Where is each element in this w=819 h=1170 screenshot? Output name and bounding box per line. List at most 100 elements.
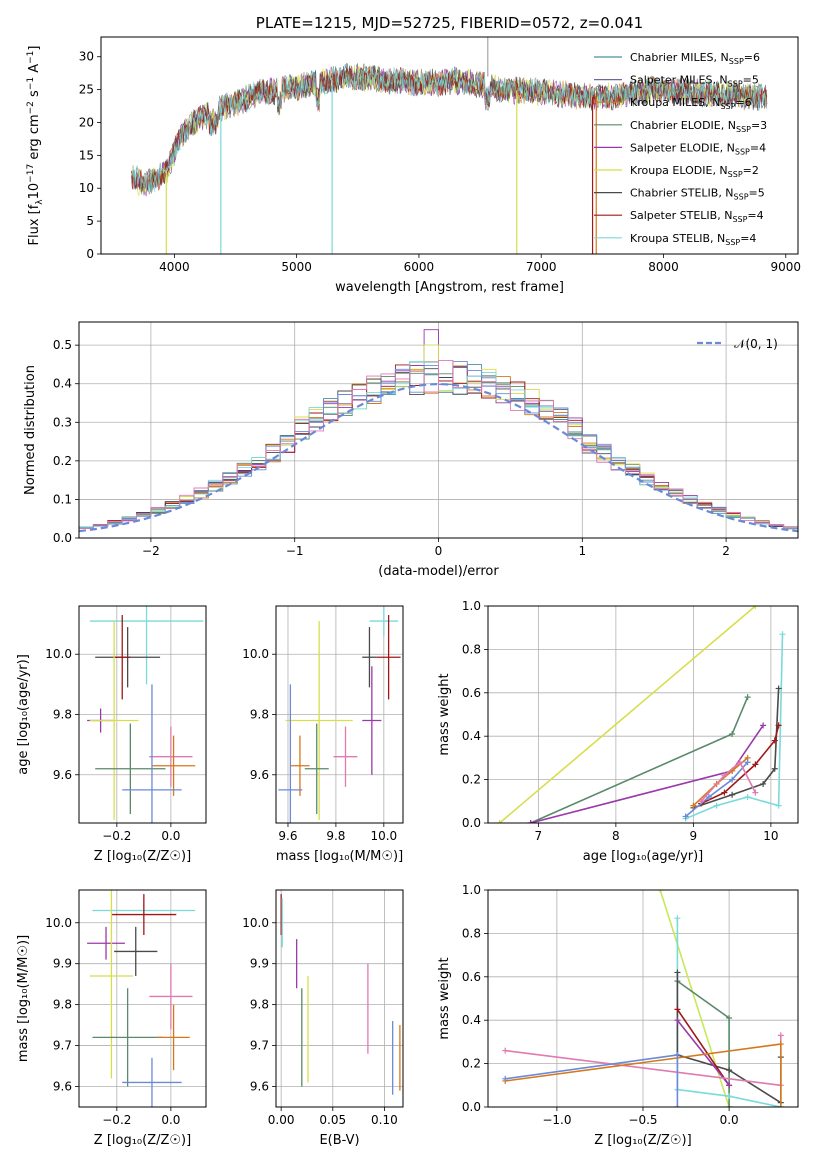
axes-frame xyxy=(78,889,207,1108)
residuals-plot-area xyxy=(79,322,798,538)
axes-frame xyxy=(275,889,404,1108)
y-label-part: −1 xyxy=(26,51,36,64)
y-label-part: λ xyxy=(35,199,45,205)
legend-count: =4 xyxy=(740,232,756,245)
data-marker xyxy=(713,802,720,809)
x-axis-label: Z [log₁₀(Z/Z☉)] xyxy=(94,1133,191,1148)
age_vs_Z-plot-area xyxy=(79,606,206,823)
y-axis-label: age [log₁₀(age/yr)] xyxy=(16,654,31,775)
data-marker xyxy=(674,915,681,922)
data-marker xyxy=(721,789,728,796)
data-marker xyxy=(729,791,736,798)
legend-sub: SSP xyxy=(728,170,743,179)
x-tick-label: 9.6 xyxy=(278,829,297,843)
y-tick-label: 10.0 xyxy=(45,647,72,661)
x-tick-label: 7000 xyxy=(526,260,557,274)
legend-label: 𝒩(0, 1) xyxy=(734,337,778,351)
y-tick-label: 0.8 xyxy=(462,642,481,656)
data-marker xyxy=(744,759,751,766)
data-marker xyxy=(657,890,664,893)
mass_vs_ebv-plot-area xyxy=(276,890,403,1107)
spectrum-line xyxy=(131,63,768,195)
y-label-part: A xyxy=(27,64,42,77)
legend-name: Kroupa MILES xyxy=(630,96,705,109)
axes-frame xyxy=(78,321,799,539)
y-label-part: 10 xyxy=(27,183,42,200)
x-tick-label: −1 xyxy=(286,544,304,558)
y-tick-label: 0.0 xyxy=(53,531,72,545)
legend-n-prefix: , N xyxy=(712,164,727,177)
y-tick-label: 9.8 xyxy=(53,708,72,722)
y-tick-label: 0.4 xyxy=(462,729,481,743)
y-tick-label: 0.0 xyxy=(462,816,481,830)
y-tick-label: 9.6 xyxy=(250,1080,269,1094)
legend-sub: SSP xyxy=(732,215,747,224)
data-marker xyxy=(775,722,782,729)
y-axis-label: mass [log₁₀(M/M☉)] xyxy=(16,935,31,1062)
mass-weight-line xyxy=(505,1053,679,1107)
y-tick-label: 5 xyxy=(86,214,94,228)
data-marker xyxy=(771,765,778,772)
y-tick-label: 1.0 xyxy=(462,599,481,613)
data-marker xyxy=(682,813,689,820)
x-tick-label: 0.0 xyxy=(161,1113,180,1127)
x-axis-label: wavelength [Angstrom, rest frame] xyxy=(335,280,564,295)
legend-sub: SSP xyxy=(720,102,735,111)
data-marker xyxy=(698,798,705,805)
y-tick-label: 25 xyxy=(79,83,94,97)
x-tick-label: 9000 xyxy=(770,260,801,274)
data-marker xyxy=(752,789,759,796)
legend-n-prefix: , N xyxy=(710,232,725,245)
x-tick-label: 8 xyxy=(612,829,620,843)
y-axis-label: mass weight xyxy=(437,673,452,755)
legend-count: =4 xyxy=(750,141,766,154)
legend-label: Chabrier ELODIE, NSSP=3 xyxy=(630,119,767,134)
data-marker xyxy=(779,631,786,638)
data-marker xyxy=(736,759,743,766)
y-tick-label: 9.8 xyxy=(250,998,269,1012)
legend-count: =3 xyxy=(751,119,767,132)
y-tick-label: 0.6 xyxy=(462,686,481,700)
y-tick-label: 0.4 xyxy=(462,1013,481,1027)
x-tick-label: −2 xyxy=(142,544,160,558)
legend-name: Chabrier STELIB xyxy=(630,187,718,200)
x-tick-label: 0 xyxy=(435,544,443,558)
massweight_vs_Z-panel: −1.0 −0.5 0.0 0.0 0.2 0.4 0.6 0.8 1.0 Z [log₁₀(Z/… xyxy=(437,883,799,1148)
legend-name: Chabrier MILES xyxy=(630,51,714,64)
y-tick-label: 0 xyxy=(86,247,94,261)
data-marker xyxy=(726,1104,733,1107)
y-axis-label: Normed distribution xyxy=(23,365,38,495)
legend-sub: SSP xyxy=(725,238,740,247)
data-marker xyxy=(760,722,767,729)
y-tick-label: 9.7 xyxy=(53,1039,72,1053)
legend-name: Salpeter STELIB xyxy=(630,209,717,222)
data-marker xyxy=(674,1104,681,1107)
massweight_vs_age-plot-area xyxy=(488,606,798,823)
legend-label: Kroupa STELIB, NSSP=4 xyxy=(630,232,756,247)
data-marker xyxy=(496,820,503,823)
data-marker xyxy=(752,606,759,609)
mass-weight-line xyxy=(676,980,730,1107)
x-tick-label: 9 xyxy=(690,829,698,843)
data-marker xyxy=(674,1051,681,1058)
x-axis-label: (data-model)/error xyxy=(378,564,499,579)
y-tick-label: 9.6 xyxy=(250,768,269,782)
legend-count: =5 xyxy=(743,74,759,87)
x-tick-label: −0.2 xyxy=(102,829,131,843)
y-tick-label: 1.0 xyxy=(462,883,481,897)
data-marker xyxy=(726,1067,733,1074)
mass-weight-line xyxy=(700,760,757,802)
legend-name: Salpeter ELODIE xyxy=(630,141,720,154)
legend-sub: SSP xyxy=(736,125,751,134)
x-tick-label: 2 xyxy=(722,544,730,558)
x-tick-label: 0.00 xyxy=(268,1113,295,1127)
y-label-part: ] xyxy=(27,46,42,51)
legend-label: Salpeter ELODIE, NSSP=4 xyxy=(630,141,766,156)
y-tick-label: 9.8 xyxy=(250,708,269,722)
axes-frame xyxy=(78,605,207,824)
legend-n-prefix: , N xyxy=(718,187,733,200)
data-marker xyxy=(674,1006,681,1013)
legend-sub: SSP xyxy=(735,147,750,156)
legend-label: Chabrier MILES, NSSP=6 xyxy=(630,51,760,66)
legend-n-prefix: , N xyxy=(712,74,727,87)
